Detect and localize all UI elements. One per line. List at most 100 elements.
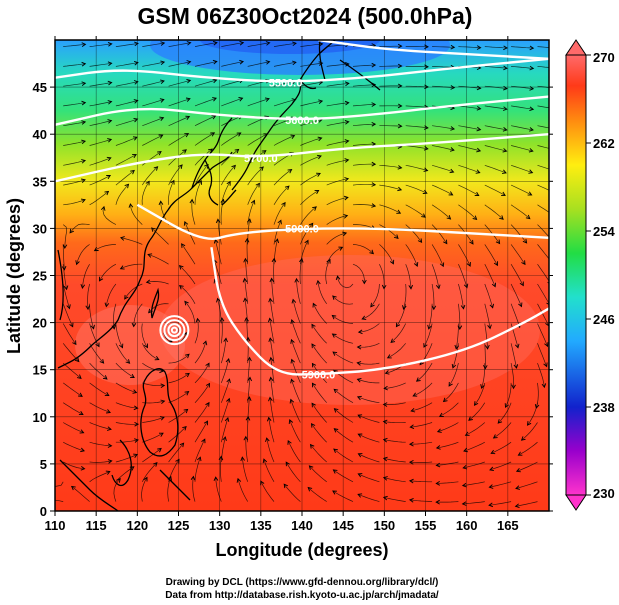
- streamline: [273, 239, 278, 265]
- streamline: [300, 100, 323, 107]
- streamline: [220, 358, 230, 384]
- streamline: [63, 441, 85, 452]
- streamline: [120, 263, 143, 270]
- streamline: [431, 224, 448, 244]
- streamline: [220, 417, 229, 443]
- streamline-arrow: [503, 65, 508, 71]
- streamline-arrow: [104, 190, 110, 196]
- streamline: [405, 264, 412, 289]
- streamline: [510, 363, 515, 389]
- streamline: [379, 184, 402, 191]
- streamline-arrow: [255, 182, 260, 188]
- streamline-arrow: [307, 486, 313, 492]
- streamline-arrow: [239, 40, 245, 46]
- streamline-arrow: [134, 438, 139, 443]
- streamline: [76, 244, 90, 265]
- streamline-arrow: [212, 97, 217, 102]
- contour-label: 5700.0: [244, 153, 278, 165]
- streamline-arrow: [415, 377, 421, 382]
- streamline-arrow: [219, 317, 225, 322]
- typhoon-ring: [170, 326, 178, 334]
- streamline: [89, 101, 112, 107]
- streamline-arrow: [178, 164, 183, 170]
- x-tick-label: 120: [126, 518, 148, 533]
- streamline: [484, 184, 506, 196]
- streamline-arrow: [511, 384, 516, 390]
- streamline-arrow: [514, 503, 520, 509]
- streamline-arrow: [107, 61, 113, 66]
- streamline: [300, 43, 323, 47]
- streamline: [458, 105, 481, 110]
- streamline-arrow: [236, 477, 242, 483]
- streamline: [283, 483, 301, 502]
- streamline: [537, 362, 545, 388]
- streamline: [142, 362, 164, 372]
- streamline-arrow: [436, 428, 442, 433]
- streamline-arrow: [502, 106, 508, 111]
- colorbar-tick-label: 230: [593, 486, 615, 501]
- streamline: [142, 382, 165, 387]
- streamline: [431, 283, 435, 310]
- streamline: [62, 362, 82, 379]
- streamline: [326, 246, 343, 265]
- streamline-arrow: [175, 458, 180, 464]
- streamline: [63, 179, 86, 186]
- streamline-arrow: [357, 433, 363, 438]
- streamline: [87, 283, 90, 310]
- streamline-arrow: [183, 408, 189, 414]
- streamline-arrow: [74, 357, 80, 363]
- streamline-arrow: [186, 78, 192, 84]
- streamline-arrow: [427, 324, 432, 330]
- x-axis-label: Longitude (degrees): [215, 540, 388, 560]
- streamline: [403, 283, 407, 310]
- streamline-arrow: [311, 343, 316, 349]
- streamline: [194, 42, 217, 47]
- streamline-arrow: [125, 359, 131, 364]
- streamline: [436, 481, 459, 484]
- streamline: [89, 323, 100, 347]
- streamline-arrow: [107, 41, 113, 47]
- streamline: [307, 487, 327, 502]
- streamline: [484, 66, 507, 69]
- streamlines: [55, 40, 549, 509]
- streamline: [410, 422, 433, 428]
- streamline-arrow: [291, 298, 297, 304]
- contour-label: 5900.0: [302, 369, 336, 381]
- streamline: [448, 363, 459, 387]
- streamline-arrow: [186, 41, 192, 46]
- streamline-arrow: [448, 191, 454, 196]
- streamline-arrow: [312, 302, 317, 308]
- streamline: [247, 61, 270, 67]
- streamline: [292, 299, 301, 324]
- streamline-arrow: [357, 453, 363, 458]
- streamline-arrow: [534, 403, 540, 409]
- streamline-arrow: [120, 236, 125, 241]
- streamline-arrow: [439, 262, 445, 268]
- streamline-arrow: [520, 436, 526, 441]
- streamline: [244, 278, 249, 304]
- streamline: [510, 303, 521, 328]
- streamline: [300, 240, 309, 265]
- streamline: [71, 486, 90, 502]
- y-tick-label: 40: [33, 127, 47, 142]
- streamline: [357, 362, 380, 365]
- streamline-arrow: [283, 483, 288, 489]
- streamline: [458, 46, 481, 49]
- streamline: [484, 105, 507, 110]
- streamline-arrow: [81, 178, 86, 184]
- streamline: [220, 436, 226, 463]
- streamline: [63, 402, 84, 415]
- streamline: [142, 416, 165, 423]
- streamline: [263, 459, 275, 482]
- streamline-arrow: [69, 228, 74, 234]
- streamline: [352, 123, 376, 127]
- streamline: [515, 501, 538, 507]
- streamline-arrow: [245, 336, 251, 342]
- streamline-arrow: [213, 476, 219, 481]
- y-tick-label: 30: [33, 221, 47, 236]
- streamline-arrow: [476, 45, 482, 50]
- streamline: [194, 383, 210, 403]
- streamline-arrow: [332, 295, 337, 300]
- streamline-arrow: [159, 116, 165, 121]
- streamline: [411, 402, 433, 412]
